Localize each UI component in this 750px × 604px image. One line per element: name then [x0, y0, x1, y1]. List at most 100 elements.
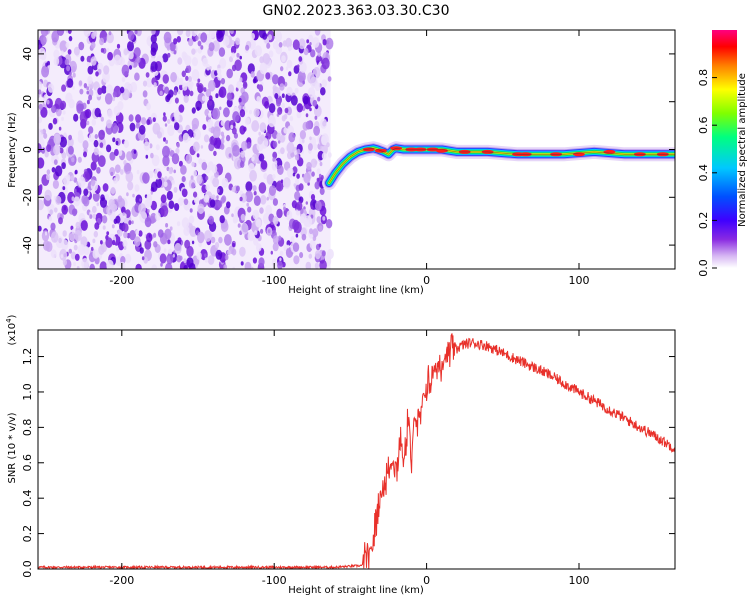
noise-blob — [314, 262, 319, 269]
noise-blob — [56, 30, 65, 36]
noise-blob — [239, 109, 246, 118]
noise-blob — [95, 71, 99, 77]
noise-blob — [204, 230, 212, 242]
noise-blob — [51, 167, 56, 173]
noise-blob — [173, 89, 178, 96]
noise-blob — [274, 30, 283, 42]
noise-blob — [145, 72, 150, 78]
noise-blob — [252, 257, 257, 264]
noise-blob — [177, 237, 182, 244]
noise-blob — [322, 39, 327, 46]
noise-blob — [320, 118, 328, 129]
noise-blob — [175, 80, 180, 87]
noise-blob — [225, 146, 234, 159]
noise-blob — [268, 103, 276, 114]
noise-blob — [267, 229, 271, 234]
noise-blob — [218, 47, 226, 57]
noise-blob — [117, 195, 123, 203]
noise-blob — [257, 136, 264, 145]
noise-blob — [135, 263, 142, 269]
colorbar-gradient — [712, 30, 737, 268]
noise-blob — [146, 193, 152, 202]
noise-blob — [73, 261, 76, 267]
noise-blob — [327, 152, 332, 158]
noise-blob — [274, 160, 278, 165]
noise-blob — [40, 35, 47, 46]
x-tick-label: 100 — [568, 274, 589, 287]
y-tick-label: 0.0 — [21, 560, 34, 578]
noise-blob — [73, 46, 80, 56]
x-tick-label: 0 — [423, 274, 430, 287]
noise-blob — [299, 130, 306, 140]
noise-blob — [91, 119, 97, 126]
snr-line — [38, 333, 675, 569]
noise-blob — [196, 174, 203, 185]
noise-blob — [86, 120, 90, 126]
noise-blob — [115, 140, 119, 146]
noise-blob — [309, 233, 313, 239]
y-tick-label: 0 — [21, 146, 34, 153]
noise-blob — [278, 42, 283, 48]
noise-blob — [282, 177, 291, 189]
noise-blob — [297, 64, 300, 69]
noise-blob — [185, 64, 192, 74]
noise-blob — [281, 102, 286, 109]
noise-blob — [69, 71, 72, 76]
noise-blob — [191, 31, 195, 36]
noise-blob — [318, 173, 322, 178]
noise-blob — [172, 253, 175, 258]
noise-blob — [209, 136, 216, 145]
noise-blob — [268, 34, 272, 41]
noise-blob — [195, 100, 202, 111]
noise-blob — [99, 142, 104, 148]
noise-blob — [262, 53, 271, 65]
noise-blob — [319, 259, 327, 269]
noise-blob — [191, 182, 196, 189]
noise-blob — [100, 240, 103, 245]
noise-blob — [283, 127, 288, 134]
noise-blob — [208, 42, 215, 52]
noise-blob — [152, 122, 161, 135]
noise-blob — [67, 137, 74, 148]
x-tick-label: 0 — [423, 574, 430, 587]
noise-blob — [143, 141, 151, 151]
noise-blob — [162, 115, 167, 122]
noise-blob — [188, 215, 195, 224]
noise-blob — [302, 80, 306, 85]
noise-blob — [174, 203, 180, 211]
noise-blob — [176, 255, 182, 263]
noise-blob — [326, 248, 334, 260]
noise-blob — [78, 176, 86, 188]
noise-blob — [113, 105, 121, 116]
noise-blob — [114, 148, 119, 157]
noise-blob — [181, 188, 188, 198]
noise-blob — [109, 151, 116, 161]
noise-blob — [146, 103, 151, 111]
noise-blob — [48, 216, 53, 222]
x-tick-label: -200 — [109, 574, 134, 587]
noise-blob — [71, 66, 76, 73]
figure-title: GN02.2023.363.03.30.C30 — [263, 3, 450, 19]
noise-blob — [319, 161, 323, 167]
noise-blob — [83, 246, 90, 256]
noise-blob — [255, 218, 262, 228]
noise-blob — [51, 30, 59, 43]
noise-blob — [127, 59, 134, 70]
noise-blob — [276, 99, 281, 107]
noise-blob — [197, 40, 202, 47]
colorbar-ticks: 0.0 0.2 0.4 0.6 0.8 — [697, 69, 717, 277]
noise-blob — [197, 203, 205, 215]
noise-blob — [99, 197, 108, 208]
noise-blob — [232, 111, 240, 123]
noise-blob — [176, 30, 184, 36]
noise-blob — [241, 141, 248, 151]
noise-blob — [230, 45, 237, 54]
noise-blob — [58, 217, 63, 225]
noise-blob — [215, 93, 219, 99]
noise-blob — [44, 231, 48, 236]
noise-blob — [168, 200, 175, 209]
noise-blob — [196, 153, 200, 158]
noise-blob — [310, 158, 317, 168]
noise-blob — [166, 93, 171, 101]
noise-blob — [246, 202, 249, 207]
